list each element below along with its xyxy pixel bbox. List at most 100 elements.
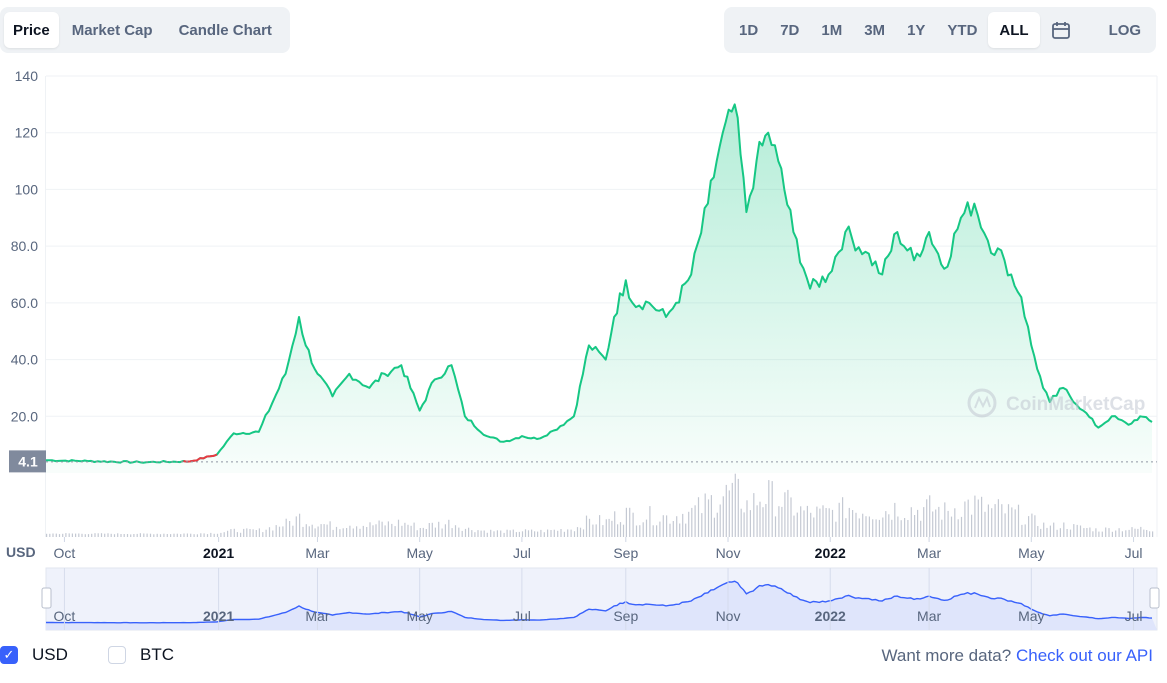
volume-bar [656,525,658,537]
volume-bar [557,530,559,537]
volume-bar [506,529,508,537]
usd-toggle[interactable]: ✓ USD [0,645,68,665]
volume-bar [977,499,979,537]
volume-bar [592,524,594,537]
volume-bar [339,529,341,537]
api-cta: Want more data? Check out our API [881,646,1153,666]
volume-bar [1140,526,1142,537]
volume-bar [666,515,668,537]
volume-bar [153,534,155,537]
volume-bar [305,524,307,537]
volume-bar [524,529,527,537]
volume-bar [749,510,751,537]
current-price-value: 4.1 [18,453,38,469]
range-3m[interactable]: 3M [864,21,886,39]
range-1y[interactable]: 1Y [907,21,926,39]
range-1m[interactable]: 1M [821,21,843,39]
volume-bar [509,530,511,537]
navigator-left-handle[interactable] [41,587,52,609]
price-line [45,103,1153,464]
volume-bar [691,507,693,537]
range-all[interactable]: ALL [988,12,1040,48]
volume-bar [753,493,755,537]
volume-bar [183,533,185,537]
volume-bar [176,533,178,537]
volume-bar [1086,528,1088,537]
btc-checkbox[interactable] [108,646,126,664]
range-navigator[interactable]: Oct 2021 Mar May Jul Sep Nov 2022 Mar May Jul [41,567,1160,631]
volume-bar [842,497,844,537]
volume-bar [1056,529,1058,537]
volume-bar [932,511,934,537]
volume-bar [120,534,122,537]
navigator-tick-label: Jul [513,608,531,624]
range-7d[interactable]: 7D [780,21,800,39]
y-tick-label: 60.0 [11,295,38,311]
volume-bar [352,528,354,537]
volume-bar [474,532,476,537]
volume-bar [78,533,80,537]
volume-bar [1004,513,1006,537]
volume-bar [448,519,450,537]
volume-bar [878,519,880,537]
volume-bar [719,504,721,537]
btc-toggle[interactable]: BTC [108,645,174,665]
volume-bar [614,511,616,537]
x-tick-label: Oct [54,545,76,561]
volume-bar [527,530,530,537]
volume-bar [929,495,931,537]
volume-bar [819,508,821,537]
volume-bar [835,521,837,537]
volume-bar [734,473,736,537]
volume-bar [1105,527,1107,537]
volume-bar [1128,529,1130,537]
volume-bar [629,507,631,537]
log-scale-toggle[interactable]: LOG [1108,21,1142,39]
volume-bar [193,534,195,537]
volume-bar [917,509,919,537]
api-link[interactable]: Check out our API [1015,646,1153,665]
usd-label: USD [32,645,68,664]
range-1d[interactable]: 1D [739,21,759,39]
volume-bar [156,533,158,537]
volume-bar [346,528,348,537]
volume-bar [1134,528,1136,537]
volume-bar [1063,522,1065,537]
volume-bar [282,526,284,537]
navigator-right-handle[interactable] [1149,587,1160,609]
volume-bar [1024,524,1026,537]
volume-bar [166,534,168,537]
volume-bar [146,533,148,537]
volume-bar [816,506,818,537]
volume-bar [570,529,572,537]
volume-bar [55,533,57,537]
volume-bar [490,529,492,537]
calendar-icon[interactable] [1040,12,1082,48]
price-line-down-segment [183,453,218,463]
range-ytd[interactable]: YTD [947,21,978,39]
volume-bar [486,532,488,537]
volume-bar [1125,530,1127,537]
volume-bar [394,526,396,537]
volume-bar [897,516,899,537]
usd-checkbox[interactable]: ✓ [0,646,18,664]
volume-bar [1001,504,1003,537]
volume-bar [1143,529,1145,537]
volume-bar [676,516,678,537]
volume-bar [746,500,748,537]
volume-bar [704,493,706,537]
tab-price[interactable]: Price [4,12,59,48]
tab-candle-chart[interactable]: Candle Chart [178,21,272,39]
volume-bar [964,501,966,537]
volume-bar [356,526,358,537]
volume-bar [563,531,565,537]
volume-bar [126,534,129,537]
volume-bar [255,530,257,537]
tab-market-cap[interactable]: Market Cap [71,21,153,39]
volume-bar [774,516,777,537]
volume-bar [75,533,77,537]
navigator-tick-label: Mar [305,608,329,624]
volume-bar [825,508,827,537]
volume-bar [579,527,582,537]
volume-bar [787,489,789,537]
